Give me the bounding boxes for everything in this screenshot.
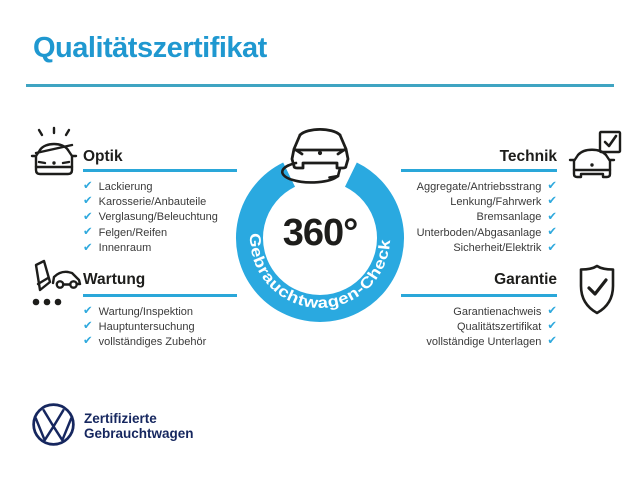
brand-line-2: Gebrauchtwagen [84, 426, 194, 441]
checklist-item: Unterboden/Abgasanlage ✔ [416, 226, 557, 239]
technik-items: Aggregate/Antriebsstrang ✔ Lenkung/Fahrwe… [417, 179, 557, 256]
brand-line-1: Zertifizierte [84, 411, 157, 426]
check-ring: Gebrauchtwagen-Check [234, 152, 406, 324]
checklist-item: Sicherheit/Elektrik ✔ [453, 241, 557, 255]
shield-check-icon [572, 261, 622, 319]
check-icon: ✔ [547, 334, 557, 347]
section-header-garantie: Garantie [494, 271, 557, 288]
checklist-item: ✔ Verglasung/Beleuchtung [83, 210, 218, 224]
page-title: Qualitätszertifikat [33, 32, 267, 64]
ring-center-value: 360° [282, 212, 359, 254]
checklist-item: ✔ Karosserie/Anbauteile [83, 195, 207, 209]
check-icon: ✔ [547, 319, 557, 332]
check-icon: ✔ [547, 195, 557, 208]
checklist-item: ✔ Wartung/Inspektion [83, 304, 194, 318]
pencil-car-icon [24, 256, 82, 316]
check-icon: ✔ [547, 210, 557, 223]
garantie-items: Garantienachweis ✔ Qualitätszertifikat ✔ v… [426, 304, 557, 349]
checklist-item: ✔ vollständiges Zubehör [83, 334, 207, 348]
checklist-item: Garantienachweis ✔ [453, 304, 557, 318]
checklist-item: Lenkung/Fahrwerk ✔ [450, 195, 557, 209]
checklist-item: Aggregate/Antriebsstrang ✔ [416, 179, 557, 193]
check-icon: ✔ [83, 179, 93, 192]
section-header-wartung: Wartung [83, 271, 146, 288]
car-checkbox-icon [566, 127, 624, 185]
checklist-item: Qualitätszertifikat ✔ [456, 319, 557, 333]
check-icon: ✔ [547, 226, 557, 239]
garantie-underline [401, 294, 557, 297]
check-icon: ✔ [547, 304, 557, 317]
check-icon: ✔ [83, 241, 93, 254]
wartung-items: ✔ Wartung/Inspektion ✔ Hauptuntersuchung ✔… [83, 304, 206, 349]
checklist-item: vollständige Unterlagen ✔ [426, 334, 557, 348]
brand-lockup: Zertifizierte Gebrauchtwagen [84, 411, 194, 441]
ring-arc [236, 162, 404, 322]
car-rotate-icon [273, 122, 367, 193]
section-header-optik: Optik [83, 148, 123, 165]
vw-logo-icon [31, 402, 76, 452]
check-icon: ✔ [547, 179, 557, 192]
check-icon: ✔ [547, 241, 557, 254]
title-divider [26, 84, 614, 87]
check-icon: ✔ [83, 226, 93, 239]
check-icon: ✔ [83, 319, 93, 332]
optik-items: ✔ Lackierung ✔ Karosserie/Anbauteile ✔ Verg… [83, 179, 218, 256]
shiny-car-icon [26, 126, 82, 184]
check-icon: ✔ [83, 304, 93, 317]
checklist-item: ✔ Hauptuntersuchung [83, 319, 195, 333]
checklist-item: ✔ Lackierung [83, 179, 153, 193]
check-icon: ✔ [83, 334, 93, 347]
technik-underline [401, 169, 557, 172]
section-header-technik: Technik [499, 148, 557, 165]
check-icon: ✔ [83, 195, 93, 208]
check-icon: ✔ [83, 210, 93, 223]
checklist-item: ✔ Innenraum [83, 241, 152, 255]
optik-underline [83, 169, 237, 172]
checklist-item: Bremsanlage ✔ [476, 210, 557, 224]
checklist-item: ✔ Felgen/Reifen [83, 226, 168, 239]
wartung-underline [83, 294, 237, 297]
